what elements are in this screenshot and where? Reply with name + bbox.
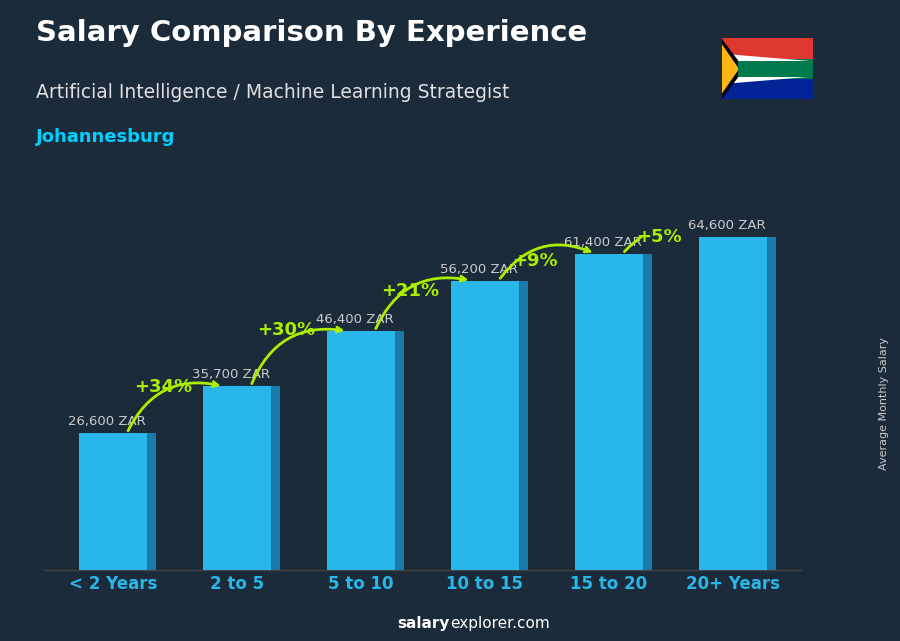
FancyArrowPatch shape (500, 245, 590, 278)
Polygon shape (722, 54, 813, 74)
Text: 61,400 ZAR: 61,400 ZAR (563, 236, 642, 249)
Polygon shape (271, 387, 280, 570)
Text: 56,200 ZAR: 56,200 ZAR (440, 263, 517, 276)
Text: 64,600 ZAR: 64,600 ZAR (688, 219, 766, 232)
Polygon shape (395, 331, 404, 570)
Text: Johannesburg: Johannesburg (36, 128, 176, 146)
Text: Artificial Intelligence / Machine Learning Strategist: Artificial Intelligence / Machine Learni… (36, 83, 509, 103)
FancyArrowPatch shape (376, 276, 465, 329)
FancyArrowPatch shape (128, 381, 218, 431)
Text: +30%: +30% (257, 322, 316, 340)
Polygon shape (767, 237, 776, 570)
Text: +34%: +34% (134, 378, 192, 396)
Text: 26,600 ZAR: 26,600 ZAR (68, 415, 146, 428)
Polygon shape (722, 38, 744, 99)
Text: +9%: +9% (512, 251, 557, 269)
Text: explorer.com: explorer.com (450, 617, 550, 631)
Polygon shape (519, 281, 527, 570)
FancyArrowPatch shape (625, 224, 714, 252)
Bar (575, 254, 643, 570)
Bar (698, 237, 767, 570)
Polygon shape (643, 254, 652, 570)
Polygon shape (722, 44, 739, 94)
Text: 46,400 ZAR: 46,400 ZAR (316, 313, 393, 326)
Bar (79, 433, 148, 570)
Bar (722, 69, 813, 99)
Bar (722, 59, 813, 79)
Bar (722, 38, 813, 69)
Text: Average Monthly Salary: Average Monthly Salary (878, 337, 889, 470)
Bar (738, 60, 813, 78)
Bar (451, 281, 519, 570)
Text: +5%: +5% (635, 228, 681, 246)
Bar (203, 387, 271, 570)
Polygon shape (722, 69, 813, 84)
Text: 35,700 ZAR: 35,700 ZAR (192, 369, 270, 381)
Polygon shape (148, 433, 156, 570)
Text: salary: salary (398, 617, 450, 631)
Text: +21%: +21% (382, 281, 440, 299)
FancyArrowPatch shape (252, 327, 342, 384)
Text: Salary Comparison By Experience: Salary Comparison By Experience (36, 19, 587, 47)
Bar (327, 331, 395, 570)
